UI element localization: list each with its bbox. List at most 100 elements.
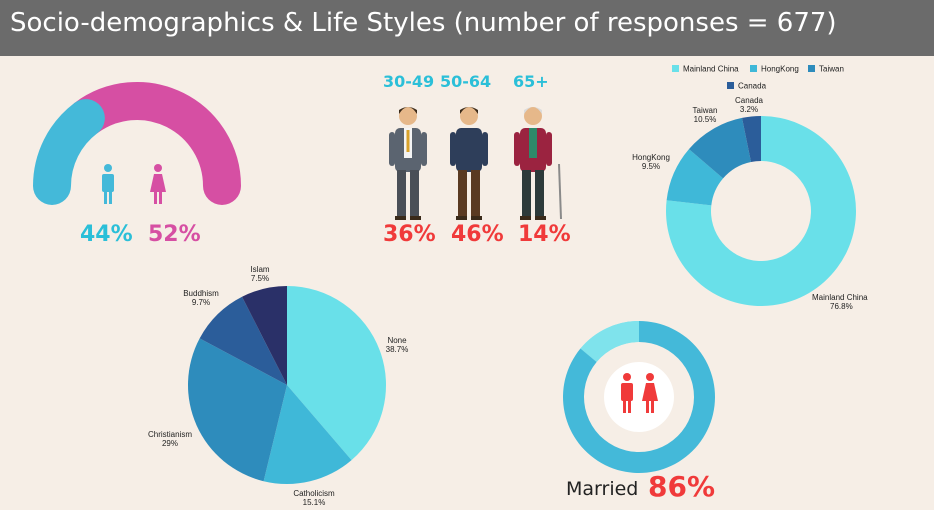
figure-leg [522, 170, 531, 218]
region-slice [666, 116, 857, 306]
page-title: Socio-demographics & Life Styles (number… [10, 8, 837, 38]
figure-arm [514, 132, 520, 166]
region-slice-label: Taiwan [693, 106, 718, 115]
person-dress [642, 383, 658, 401]
region-legend-label: Canada [738, 82, 767, 91]
figure-shoe [535, 216, 546, 220]
age-figure-3 [514, 107, 552, 220]
figure-arm [450, 132, 456, 166]
person-torso [102, 174, 114, 192]
region-slice-percent: 3.2% [740, 105, 758, 114]
religion-slice [263, 385, 352, 484]
region-slice [688, 117, 752, 179]
figure-leg [410, 170, 419, 218]
female-arc [66, 82, 241, 205]
figure-leg [535, 170, 544, 218]
figure-hair [399, 107, 417, 114]
figure-shoe [456, 216, 467, 220]
person-leg [109, 190, 112, 204]
age-group-label-2: 50-64 [440, 72, 492, 91]
figure-arm [482, 132, 488, 166]
religion-slice [242, 286, 287, 385]
religion-slice-percent: 29% [162, 439, 178, 448]
figure-shoe [410, 216, 421, 220]
age-figure-2 [450, 107, 488, 220]
male-arc [33, 99, 105, 205]
title-bar: Socio-demographics & Life Styles (number… [0, 0, 934, 56]
region-slice-percent: 10.5% [694, 115, 717, 124]
figure-hair [524, 107, 542, 114]
person-leg [623, 399, 626, 413]
male-percent-label: 44% [80, 222, 133, 247]
region-legend-swatch [750, 65, 757, 72]
figure-arm [389, 132, 395, 166]
figure-head [399, 107, 417, 125]
figure-head [460, 107, 478, 125]
region-legend-label: Mainland China [683, 65, 739, 74]
person-leg [154, 190, 157, 204]
figure-arm [546, 132, 552, 166]
region-slice [666, 149, 724, 206]
age-group-label-3: 65+ [513, 72, 549, 91]
person-leg [159, 190, 162, 204]
religion-slice-label: Buddhism [183, 289, 219, 298]
religion-slice-percent: 38.7% [386, 345, 409, 354]
religion-slice-label: Catholicism [293, 489, 335, 498]
figure-leg [397, 170, 406, 218]
religion-slice [287, 286, 386, 461]
couple-male-icon [621, 373, 633, 413]
male-icon [102, 164, 114, 204]
figure-shoe [520, 216, 531, 220]
person-leg [651, 399, 654, 413]
female-icon [150, 164, 166, 204]
region-slice-percent: 76.8% [830, 302, 853, 311]
person-head [646, 373, 654, 381]
age-figure-1 [389, 107, 427, 220]
figure-tie [406, 130, 410, 152]
person-head [154, 164, 162, 172]
married-label: Married [566, 478, 639, 500]
person-dress [150, 174, 166, 192]
figure-shirt [529, 128, 537, 158]
religion-slice-label: None [387, 336, 407, 345]
figure-shirt [465, 128, 473, 158]
religion-slice-percent: 7.5% [251, 274, 269, 283]
figure-hair [460, 107, 478, 114]
age-percent-label-3: 14% [518, 222, 571, 247]
cane [558, 163, 562, 220]
religion-slice-percent: 15.1% [303, 498, 326, 507]
female-percent-label: 52% [148, 222, 201, 247]
person-leg [628, 399, 631, 413]
region-legend-label: HongKong [761, 65, 799, 74]
figure-leg [458, 170, 467, 218]
region-slice [742, 116, 761, 163]
age-group-label-1: 30-49 [383, 72, 435, 91]
person-torso [621, 383, 633, 401]
age-percent-label-1: 36% [383, 222, 436, 247]
region-legend-swatch [672, 65, 679, 72]
figure-leg [471, 170, 480, 218]
region-slice-label: HongKong [632, 153, 670, 162]
region-legend-swatch [808, 65, 815, 72]
couple-female-icon [642, 373, 658, 413]
age-percent-label-2: 46% [451, 222, 504, 247]
religion-slice-label: Islam [250, 265, 269, 274]
person-head [104, 164, 112, 172]
figure-shoe [395, 216, 406, 220]
religion-slice [199, 296, 287, 385]
region-slice-label: Mainland China [812, 293, 868, 302]
region-slice-percent: 9.5% [642, 162, 660, 171]
region-slice-label: Canada [735, 96, 764, 105]
person-leg [646, 399, 649, 413]
person-head [623, 373, 631, 381]
figure-shoe [471, 216, 482, 220]
region-legend-label: Taiwan [819, 65, 844, 74]
religion-slice-label: Christianism [148, 430, 192, 439]
marital-remainder-arc [580, 321, 639, 362]
region-legend-swatch [727, 82, 734, 89]
married-percent-label: 86% [648, 470, 716, 503]
